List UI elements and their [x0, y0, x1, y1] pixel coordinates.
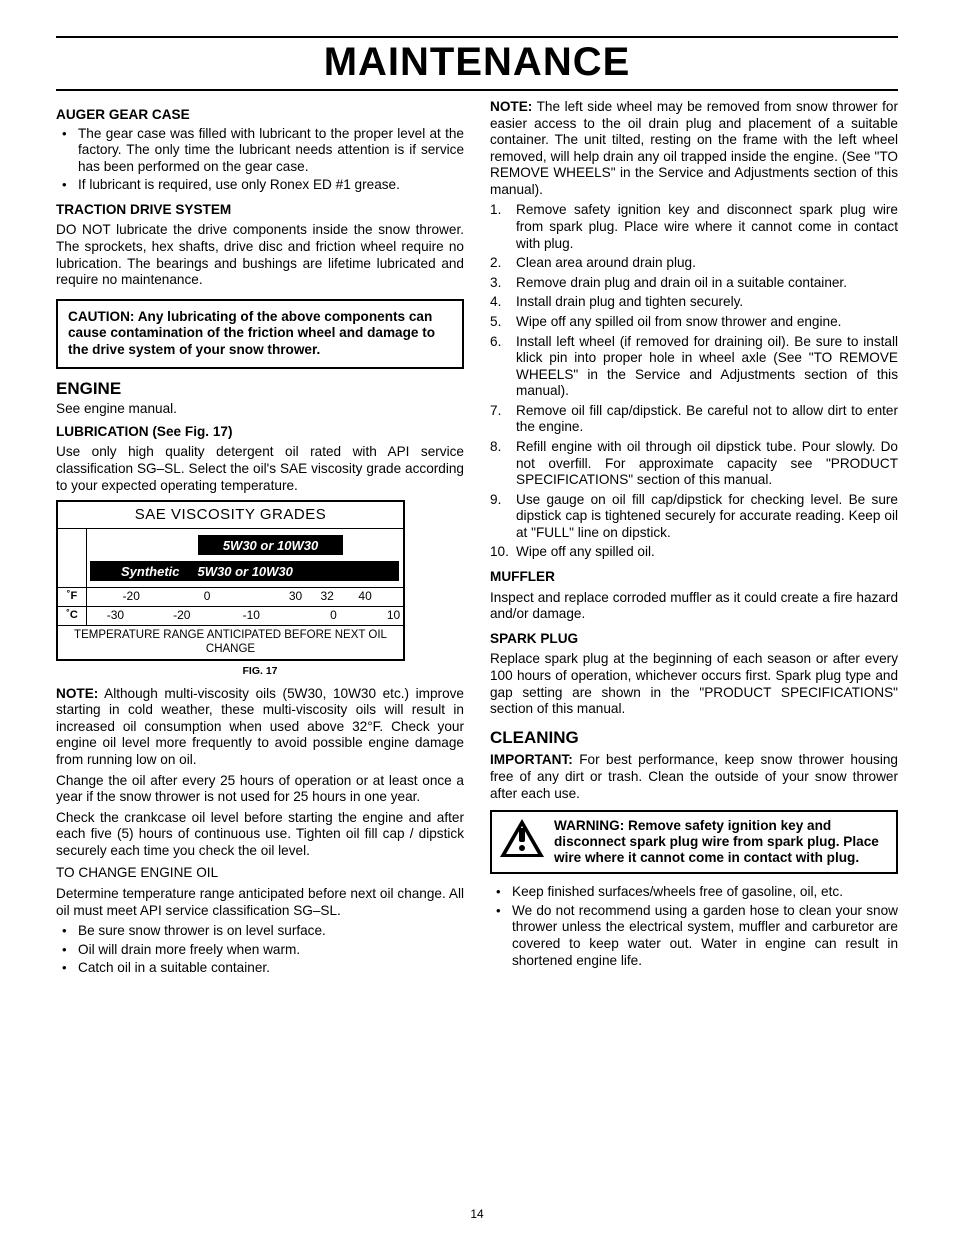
page: MAINTENANCE AUGER GEAR CASE The gear cas…	[0, 0, 954, 1235]
sae-label: -10	[243, 608, 260, 623]
sae-grid: 5W30 or 10W30 Synthetic 5W30 or 10W30	[58, 529, 403, 588]
sae-label: 0	[330, 608, 337, 623]
note-body: Although multi-viscosity oils (5W30, 10W…	[56, 686, 464, 767]
warning-text: WARNING: Remove safety ignition key and …	[554, 818, 888, 866]
list-item: Wipe off any spilled oil.	[490, 544, 898, 561]
sae-f-labels: -20 0 30 32 40	[87, 588, 403, 606]
auger-heading: AUGER GEAR CASE	[56, 107, 464, 124]
auger-bullets: The gear case was filled with lubricant …	[56, 126, 464, 194]
engine-paragraph: See engine manual.	[56, 401, 464, 418]
traction-heading: TRACTION DRIVE SYSTEM	[56, 202, 464, 219]
list-item: Use gauge on oil fill cap/dipstick for c…	[490, 492, 898, 542]
list-item: Keep finished surfaces/wheels free of ga…	[490, 884, 898, 901]
sae-label: 32	[320, 589, 333, 604]
list-item: Remove oil fill cap/dipstick. Be careful…	[490, 403, 898, 436]
sae-bar-1: 5W30 or 10W30	[198, 535, 343, 555]
list-item: Remove drain plug and drain oil in a sui…	[490, 275, 898, 292]
list-item: We do not recommend using a garden hose …	[490, 903, 898, 969]
sae-chart-title: SAE VISCOSITY GRADES	[58, 502, 403, 529]
sae-label: -30	[107, 608, 124, 623]
title-wrap: MAINTENANCE	[56, 36, 898, 91]
list-item: Oil will drain more freely when warm.	[56, 942, 464, 959]
sae-unit-c: ˚C	[58, 607, 87, 625]
important-paragraph: IMPORTANT: For best performance, keep sn…	[490, 752, 898, 802]
sae-bar-2: Synthetic 5W30 or 10W30	[90, 561, 399, 581]
sae-tick	[86, 529, 87, 587]
lubrication-heading: LUBRICATION (See Fig. 17)	[56, 424, 464, 441]
exclamation-icon	[513, 828, 531, 851]
bang-bar	[519, 828, 525, 842]
sae-chart: SAE VISCOSITY GRADES 5W30 or 10W30 Synth…	[56, 500, 405, 661]
cleaning-heading: CLEANING	[490, 728, 898, 749]
important-lead: IMPORTANT:	[490, 752, 573, 767]
traction-paragraph: DO NOT lubricate the drive components in…	[56, 222, 464, 288]
spark-paragraph: Replace spark plug at the beginning of e…	[490, 651, 898, 717]
sae-c-row: ˚C -30 -20 -10 0 10	[58, 607, 403, 626]
caution-box: CAUTION: Any lubricating of the above co…	[56, 299, 464, 369]
oil-change-steps: Remove safety ignition key and disconnec…	[490, 202, 898, 561]
list-item: Install left wheel (if removed for drain…	[490, 334, 898, 400]
sae-bar-2-right: 5W30 or 10W30	[198, 564, 293, 580]
bang-dot	[519, 845, 525, 851]
lubrication-paragraph: Use only high quality detergent oil rate…	[56, 444, 464, 494]
to-change-bullets: Be sure snow thrower is on level surface…	[56, 923, 464, 977]
list-item: Wipe off any spilled oil from snow throw…	[490, 314, 898, 331]
sae-label: 40	[358, 589, 371, 604]
sae-label: -20	[123, 589, 140, 604]
list-item: Clean area around drain plug.	[490, 255, 898, 272]
fig-caption: FIG. 17	[56, 665, 464, 678]
note-lead: NOTE:	[56, 686, 98, 701]
list-item: If lubricant is required, use only Ronex…	[56, 177, 464, 194]
sae-label: 0	[204, 589, 211, 604]
list-item: Be sure snow thrower is on level surface…	[56, 923, 464, 940]
to-change-paragraph: Determine temperature range anticipated …	[56, 886, 464, 919]
engine-heading: ENGINE	[56, 379, 464, 400]
change-paragraph: Change the oil after every 25 hours of o…	[56, 773, 464, 806]
right-column: NOTE: The left side wheel may be removed…	[490, 99, 898, 983]
cleaning-bullets: Keep finished surfaces/wheels free of ga…	[490, 884, 898, 969]
sae-label: 30	[289, 589, 302, 604]
list-item: Remove safety ignition key and disconnec…	[490, 202, 898, 252]
to-change-heading: TO CHANGE ENGINE OIL	[56, 865, 464, 882]
sae-f-row: ˚F -20 0 30 32 40	[58, 588, 403, 607]
page-number: 14	[0, 1207, 954, 1221]
page-title: MAINTENANCE	[56, 36, 898, 91]
sae-unit-f: ˚F	[58, 588, 87, 606]
right-note-lead: NOTE:	[490, 99, 532, 114]
list-item: Install drain plug and tighten securely.	[490, 294, 898, 311]
sae-label: 10	[387, 608, 400, 623]
right-note-body: The left side wheel may be removed from …	[490, 99, 898, 197]
left-column: AUGER GEAR CASE The gear case was filled…	[56, 99, 464, 983]
note-paragraph: NOTE: Although multi-viscosity oils (5W3…	[56, 686, 464, 769]
warning-box: WARNING: Remove safety ignition key and …	[490, 810, 898, 874]
sae-c-labels: -30 -20 -10 0 10	[87, 607, 403, 625]
list-item: The gear case was filled with lubricant …	[56, 126, 464, 176]
muffler-paragraph: Inspect and replace corroded muffler as …	[490, 590, 898, 623]
warning-icon	[500, 818, 544, 858]
right-note-paragraph: NOTE: The left side wheel may be removed…	[490, 99, 898, 198]
sae-bar-2-left: Synthetic	[121, 564, 180, 580]
list-item: Catch oil in a suitable container.	[56, 960, 464, 977]
spark-heading: SPARK PLUG	[490, 631, 898, 648]
list-item: Refill engine with oil through oil dipst…	[490, 439, 898, 489]
crankcase-paragraph: Check the crankcase oil level before sta…	[56, 810, 464, 860]
sae-label: -20	[173, 608, 190, 623]
sae-footer: TEMPERATURE RANGE ANTICIPATED BEFORE NEX…	[58, 626, 403, 658]
muffler-heading: MUFFLER	[490, 569, 898, 586]
columns: AUGER GEAR CASE The gear case was filled…	[56, 99, 898, 983]
